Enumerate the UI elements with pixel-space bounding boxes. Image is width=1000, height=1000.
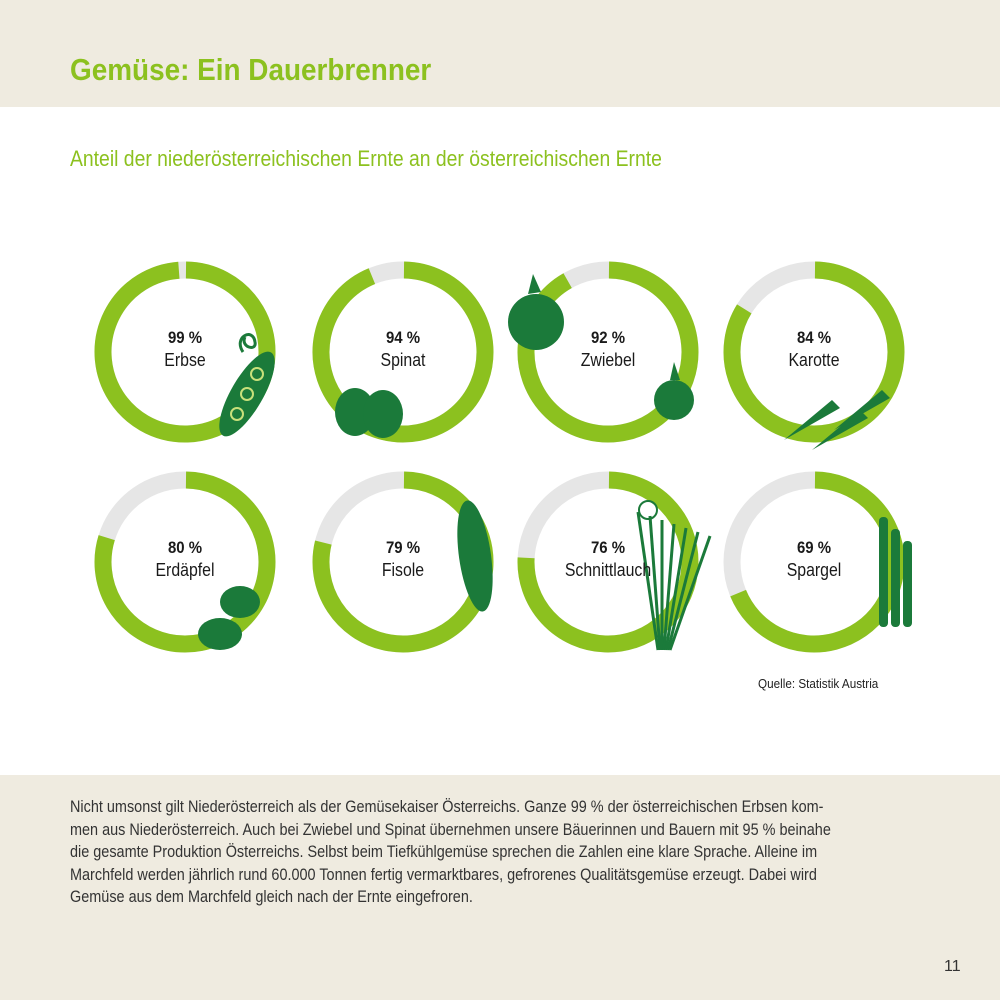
- donut-category-label: Spargel: [786, 560, 842, 580]
- page-number: 11: [944, 958, 961, 975]
- donut-percent-label: 69 %: [796, 538, 832, 557]
- donut-spargel: [723, 471, 912, 653]
- potato-icon: [198, 586, 260, 650]
- footer-band: [0, 775, 1000, 1000]
- donut-percent-label: 80 %: [167, 538, 203, 557]
- chive-icon: [636, 500, 712, 651]
- donut-value-arc: [94, 261, 276, 443]
- donut-value-arc: [517, 471, 699, 653]
- body-line: die gesamte Produktion Österreichs. Selb…: [70, 843, 818, 862]
- body-line: men aus Niederösterreich. Auch bei Zwieb…: [70, 820, 831, 839]
- donut-category-label: Erbse: [164, 350, 206, 370]
- pea-pod-icon: [219, 333, 275, 437]
- donut-fisole: [312, 471, 494, 653]
- donut-percent-label: 92 %: [590, 328, 626, 347]
- donut-percent-label: 94 %: [385, 328, 421, 347]
- donut-category-label: Spinat: [380, 350, 426, 370]
- asparagus-icon: [879, 517, 912, 627]
- donut-category-label: Schnittlauch: [564, 560, 652, 580]
- donut-zwiebel: [508, 261, 699, 443]
- page-title: Gemüse: Ein Dauerbrenner: [70, 52, 432, 87]
- body-line: Gemüse aus dem Marchfeld gleich nach der…: [70, 888, 473, 907]
- header-band: [0, 0, 1000, 107]
- spinach-icon: [335, 388, 403, 438]
- donut-label: 76 % Schnittlauch: [518, 538, 698, 581]
- donut-label: 92 % Zwiebel: [518, 328, 698, 371]
- donut-erbse: [94, 261, 276, 443]
- bean-icon: [457, 500, 493, 612]
- body-line: Nicht umsonst gilt Niederösterreich als …: [70, 798, 824, 816]
- donut-category-label: Erdäpfel: [155, 560, 215, 580]
- donut-category-label: Zwiebel: [580, 350, 636, 370]
- donut-category-label: Karotte: [788, 350, 840, 370]
- donut-erdäpfel: [94, 471, 276, 653]
- donut-schnittlauch: [517, 471, 712, 653]
- body-text: Nicht umsonst gilt Niederösterreich als …: [70, 796, 940, 909]
- carrot-icon: [784, 390, 890, 450]
- donut-label: 99 % Erbse: [95, 328, 275, 371]
- donut-label: 69 % Spargel: [724, 538, 904, 581]
- donut-spinat: [312, 261, 494, 443]
- donut-label: 79 % Fisole: [313, 538, 493, 581]
- body-line: Marchfeld werden jährlich rund 60.000 To…: [70, 865, 817, 884]
- onion-icon: [508, 274, 694, 420]
- donut-label: 94 % Spinat: [313, 328, 493, 371]
- donut-label: 84 % Karotte: [724, 328, 904, 371]
- source-note: Quelle: Statistik Austria: [758, 676, 879, 691]
- donut-percent-label: 79 %: [385, 538, 421, 557]
- donut-label: 80 % Erdäpfel: [95, 538, 275, 581]
- donut-percent-label: 99 %: [167, 328, 203, 347]
- donut-percent-label: 76 %: [590, 538, 626, 557]
- donut-category-label: Fisole: [381, 560, 425, 580]
- donut-percent-label: 84 %: [796, 328, 832, 347]
- donut-value-arc: [312, 261, 494, 443]
- chart-subtitle: Anteil der niederösterreichischen Ernte …: [70, 146, 662, 171]
- donut-value-arc: [312, 471, 494, 653]
- donut-karotte: [723, 261, 905, 450]
